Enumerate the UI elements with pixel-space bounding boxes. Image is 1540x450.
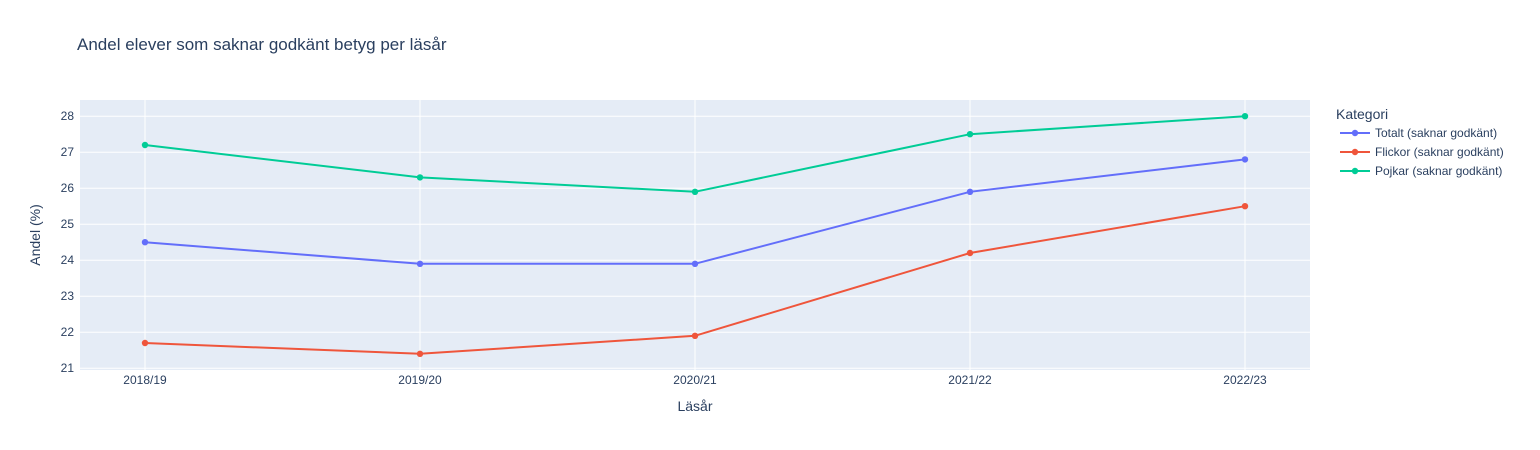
- data-point: [141, 141, 149, 149]
- data-point: [691, 260, 699, 267]
- x-axis-title: Läsår: [677, 398, 712, 414]
- legend-title: Kategori: [1336, 106, 1388, 122]
- data-point: [416, 260, 424, 267]
- chart-title: Andel elever som saknar godkänt betyg pe…: [77, 35, 447, 54]
- series: [141, 113, 1249, 195]
- y-tick-label: 25: [61, 217, 75, 231]
- data-point: [966, 249, 974, 257]
- data-point: [691, 332, 699, 339]
- data-point: [416, 350, 424, 357]
- y-tick-label: 27: [61, 145, 75, 159]
- legend-swatch-marker: [1351, 148, 1359, 156]
- data-point: [1241, 203, 1249, 210]
- legend: Kategori Totalt (saknar godkänt) Flickor …: [1336, 106, 1504, 178]
- x-tick-labels: 2018/19 2019/20 2020/21 2021/22 2022/23: [123, 373, 1267, 387]
- data-point: [1241, 156, 1249, 163]
- y-tick-label: 26: [61, 181, 75, 195]
- series: [141, 156, 1249, 267]
- legend-label: Totalt (saknar godkänt): [1375, 126, 1497, 140]
- series: [141, 203, 1249, 357]
- legend-label: Flickor (saknar godkänt): [1375, 145, 1504, 159]
- y-tick-label: 23: [61, 289, 75, 303]
- x-tick-label: 2021/22: [948, 373, 992, 387]
- x-tick-label: 2020/21: [673, 373, 717, 387]
- legend-label: Pojkar (saknar godkänt): [1375, 164, 1502, 178]
- legend-swatch-marker: [1351, 129, 1359, 137]
- x-tick-label: 2022/23: [1223, 373, 1267, 387]
- legend-item: Totalt (saknar godkänt): [1340, 126, 1497, 140]
- data-point: [1241, 113, 1249, 120]
- y-axis-title: Andel (%): [27, 204, 43, 265]
- y-tick-label: 24: [61, 253, 75, 267]
- data-point: [691, 188, 699, 195]
- x-tick-label: 2018/19: [123, 373, 167, 387]
- data-point: [966, 188, 974, 195]
- legend-items: Totalt (saknar godkänt) Flickor (saknar g…: [1340, 126, 1504, 178]
- data-point: [141, 239, 149, 246]
- x-tick-label: 2019/20: [398, 373, 442, 387]
- y-tick-label: 21: [61, 361, 75, 375]
- y-tick-label: 28: [61, 109, 75, 123]
- data-point: [416, 174, 424, 181]
- data-point: [141, 339, 149, 347]
- legend-item: Pojkar (saknar godkänt): [1340, 164, 1502, 178]
- y-tick-labels: 21 22 23 24 25 26 27 28: [61, 109, 75, 375]
- series-lines: [141, 113, 1249, 357]
- y-tick-label: 22: [61, 325, 75, 339]
- legend-item: Flickor (saknar godkänt): [1340, 145, 1504, 159]
- data-point: [966, 131, 974, 138]
- legend-swatch-marker: [1351, 167, 1359, 175]
